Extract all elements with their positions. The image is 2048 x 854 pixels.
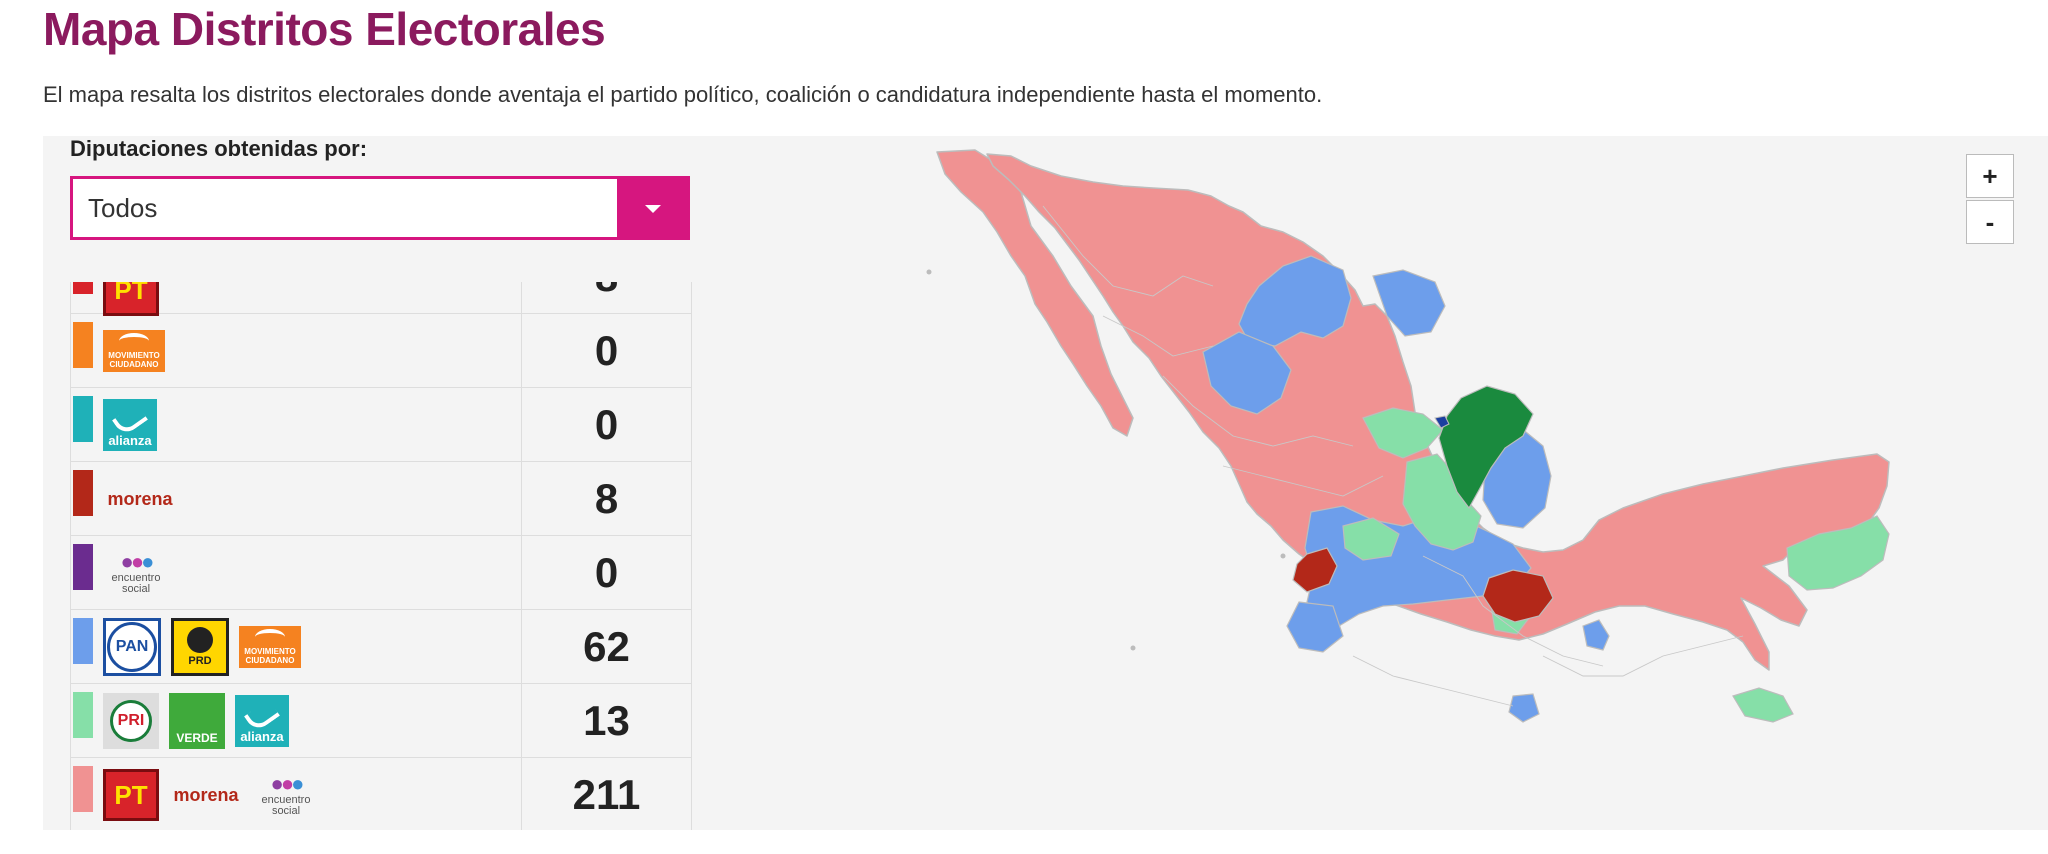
pt-logo: PT (103, 282, 159, 316)
nueva-alianza-logo: alianza (235, 695, 289, 747)
page-title: Mapa Distritos Electorales (43, 3, 606, 55)
movimiento-ciudadano-logo: MOVIMIENTO CIUDADANO (103, 330, 165, 372)
table-row: PRI VERDE alianza 13 (71, 684, 691, 758)
map-panel: Diputaciones obtenidas por: Todos PT 8 M… (43, 136, 2048, 830)
zoom-out-button[interactable]: - (1966, 200, 2014, 244)
jalisco-blue (1286, 601, 1344, 653)
filter-label: Diputaciones obtenidas por: (70, 136, 368, 161)
table-row: morena 8 (71, 462, 691, 536)
color-swatch (73, 618, 93, 664)
veracruz-blue (1582, 619, 1610, 651)
morena-districts (1292, 547, 1554, 623)
district-borders (1042, 205, 1744, 707)
color-swatch (73, 766, 93, 812)
tamaulipas-blue (1372, 269, 1446, 337)
country-shape (936, 149, 1890, 671)
table-row: alianza 0 (71, 388, 691, 462)
verde-logo: VERDE (169, 693, 225, 749)
cdmx-morena (1482, 569, 1554, 623)
seat-count: 211 (521, 758, 691, 830)
table-row: PT morena ●●● encuentro social 211 (71, 758, 691, 830)
pri-logo: PRI (103, 693, 159, 749)
color-swatch (73, 396, 93, 442)
chevron-down-icon[interactable] (617, 179, 687, 237)
movimiento-ciudadano-logo: MOVIMIENTO CIUDADANO (239, 626, 301, 668)
results-table[interactable]: PT 8 MOVIMIENTO CIUDADANO 0 alianza 0 mo… (70, 282, 692, 830)
pri-coalition-districts (1342, 407, 1890, 723)
zoom-in-button[interactable]: + (1966, 154, 2014, 198)
encuentro-social-logo: ●●● encuentro social (261, 771, 311, 817)
nayarit-morena (1292, 547, 1338, 593)
small-navy-district (1434, 415, 1450, 429)
bajio-green (1342, 517, 1400, 561)
encuentro-social-logo: ●●● encuentro social (111, 549, 161, 595)
pan-logo: PAN (103, 618, 161, 676)
chihuahua-blue-2 (1202, 331, 1292, 415)
oaxaca-blue (1508, 693, 1540, 723)
morena-logo: morena (107, 488, 173, 509)
table-row: PT 8 (71, 282, 691, 316)
color-swatch (73, 282, 93, 294)
yucatan-green (1786, 515, 1890, 591)
nuevo-leon-pri (1438, 385, 1534, 510)
table-row: PAN PRD MOVIMIENTO CIUDADANO 62 (71, 610, 691, 684)
page-description: El mapa resalta los distritos electorale… (43, 82, 1323, 107)
seat-count: 0 (521, 536, 691, 610)
chihuahua-blue (1238, 255, 1352, 347)
color-swatch (73, 544, 93, 590)
seat-count: 62 (521, 610, 691, 684)
seat-count: 0 (521, 388, 691, 462)
seat-count: 13 (521, 684, 691, 758)
seat-count: 8 (521, 462, 691, 536)
morena-logo: morena (173, 784, 239, 805)
nueva-alianza-logo: alianza (103, 399, 157, 451)
color-swatch (73, 322, 93, 368)
coahuila-green (1362, 407, 1444, 459)
color-swatch (73, 470, 93, 516)
table-row: MOVIMIENTO CIUDADANO 0 (71, 314, 691, 388)
mexico-district-map[interactable] (43, 136, 2048, 830)
mainland (986, 153, 1890, 671)
party-select-value: Todos (88, 193, 158, 223)
baja-california (936, 149, 1134, 437)
chiapas-green (1732, 687, 1794, 723)
table-row: ●●● encuentro social 0 (71, 536, 691, 610)
pt-logo: PT (103, 769, 159, 821)
color-swatch (73, 692, 93, 738)
seat-count: 0 (521, 314, 691, 388)
islands (926, 269, 1286, 651)
prd-logo: PRD (171, 618, 229, 676)
party-select[interactable]: Todos (70, 176, 690, 240)
seat-count: 8 (521, 282, 691, 314)
